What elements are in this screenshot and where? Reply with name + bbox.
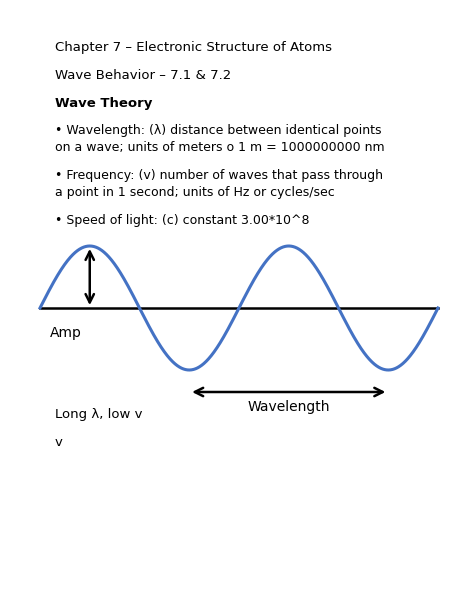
Text: • Speed of light: (c) constant 3.00*10^8: • Speed of light: (c) constant 3.00*10^8 xyxy=(55,214,310,227)
Text: • Wavelength: (λ) distance between identical points
on a wave; units of meters o: • Wavelength: (λ) distance between ident… xyxy=(55,124,384,153)
Text: Chapter 7 – Electronic Structure of Atoms: Chapter 7 – Electronic Structure of Atom… xyxy=(55,41,332,54)
Text: Amp: Amp xyxy=(50,326,82,340)
Text: v: v xyxy=(55,436,63,449)
Text: Long λ, low v: Long λ, low v xyxy=(55,408,143,421)
Text: Wavelength: Wavelength xyxy=(247,400,330,414)
Text: Wave Behavior – 7.1 & 7.2: Wave Behavior – 7.1 & 7.2 xyxy=(55,69,231,82)
Text: Wave Theory: Wave Theory xyxy=(55,97,152,110)
Text: • Frequency: (v) number of waves that pass through
a point in 1 second; units of: • Frequency: (v) number of waves that pa… xyxy=(55,169,383,199)
